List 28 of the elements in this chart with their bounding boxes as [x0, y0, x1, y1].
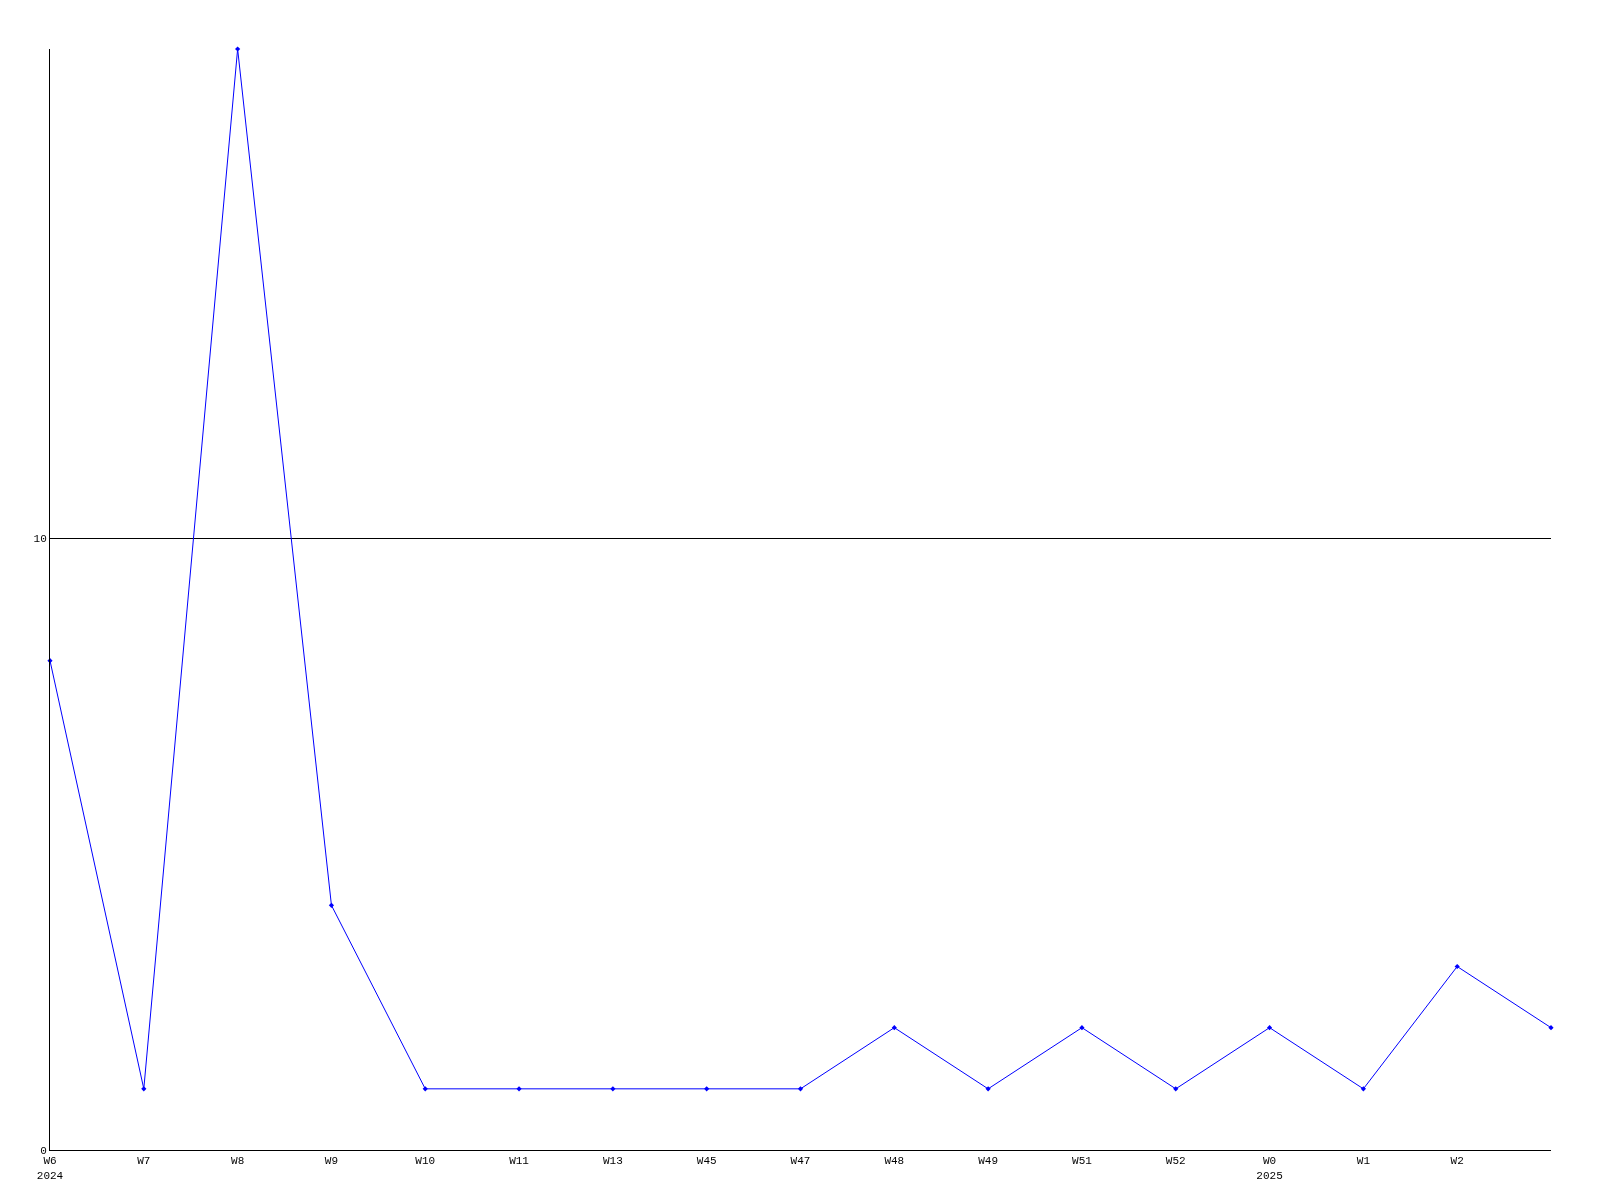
x-tick-label: W51	[1072, 1155, 1093, 1168]
point	[891, 1025, 897, 1031]
x-tick-label: W47	[790, 1155, 811, 1168]
point	[1454, 963, 1460, 970]
x-tick-label: W1	[1356, 1155, 1371, 1168]
point	[1266, 1025, 1273, 1031]
x-tick-label: W8	[231, 1155, 245, 1168]
x-tick-label: W11	[509, 1155, 530, 1168]
point	[797, 1086, 804, 1092]
point	[422, 1086, 428, 1092]
x-tick-label: W9	[324, 1155, 339, 1168]
point	[328, 902, 335, 908]
point	[1079, 1025, 1085, 1031]
point	[704, 1086, 710, 1092]
y-tick-label: 10	[33, 533, 47, 546]
x-tick-label: W45	[696, 1155, 717, 1168]
x-tick-label: W13	[602, 1155, 623, 1168]
x-tick-label: W10	[415, 1155, 436, 1168]
x-tick-label: W48	[884, 1155, 905, 1168]
point	[1173, 1086, 1179, 1092]
x-tick-label: W52	[1165, 1155, 1186, 1168]
y-tick-label: 0	[40, 1144, 47, 1157]
x-tick-label: W6 2024	[36, 1155, 64, 1182]
x-tick-label: W0 2025	[1256, 1155, 1283, 1182]
x-tick-label: W2	[1450, 1155, 1464, 1168]
x-tick-label: W7	[137, 1155, 151, 1168]
x-tick-label: W49	[978, 1155, 999, 1168]
point	[1360, 1086, 1366, 1092]
